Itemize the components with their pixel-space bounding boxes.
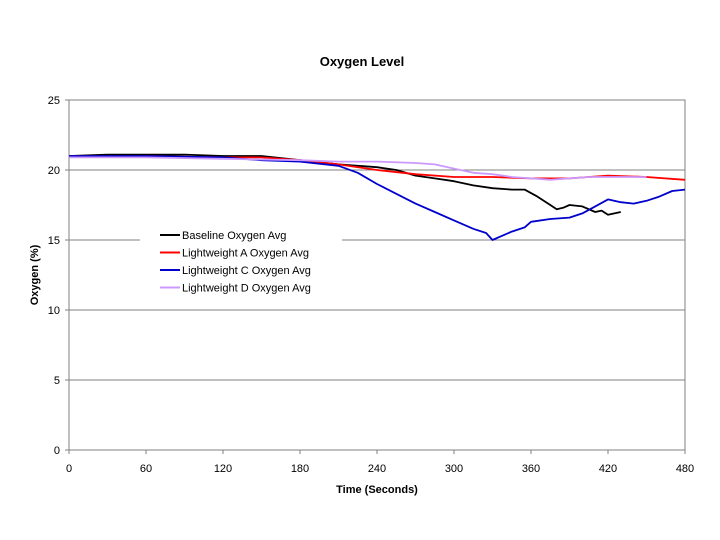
ytick-label: 10 [48,305,60,317]
ytick-label: 5 [54,375,60,387]
series-line-lightweight-c-oxygen-avg [69,155,686,241]
chart-title: Oxygen Level [320,54,405,69]
legend-label: Lightweight A Oxygen Avg [182,248,309,260]
xtick-label: 360 [522,463,540,475]
xtick-label: 120 [214,463,232,475]
ytick-label: 15 [48,235,60,247]
series-line-baseline-oxygen-avg [68,153,621,216]
legend: Baseline Oxygen Avg Lightweight A Oxygen … [140,225,342,301]
y-axis-label: Oxygen (%) [29,244,41,305]
xtick-label: 420 [599,463,617,475]
xtick-label: 180 [291,463,309,475]
xtick-label: 60 [140,463,152,475]
ytick-label: 20 [48,165,60,177]
series-line-lightweight-d-oxygen-avg [69,156,647,181]
legend-label: Baseline Oxygen Avg [182,230,286,242]
x-axis-label: Time (Seconds) [336,484,418,496]
legend-label: Lightweight C Oxygen Avg [182,265,311,277]
x-axis-ticks: 0 60 120 180 240 300 360 420 480 [66,450,694,475]
ytick-label: 0 [54,445,60,457]
legend-label: Lightweight D Oxygen Avg [182,283,311,295]
xtick-label: 480 [676,463,694,475]
y-axis-ticks: 0 5 10 15 20 25 [48,95,69,457]
xtick-label: 300 [445,463,463,475]
xtick-label: 0 [66,463,72,475]
data-series [68,153,686,241]
ytick-label: 25 [48,95,60,107]
xtick-label: 240 [368,463,386,475]
